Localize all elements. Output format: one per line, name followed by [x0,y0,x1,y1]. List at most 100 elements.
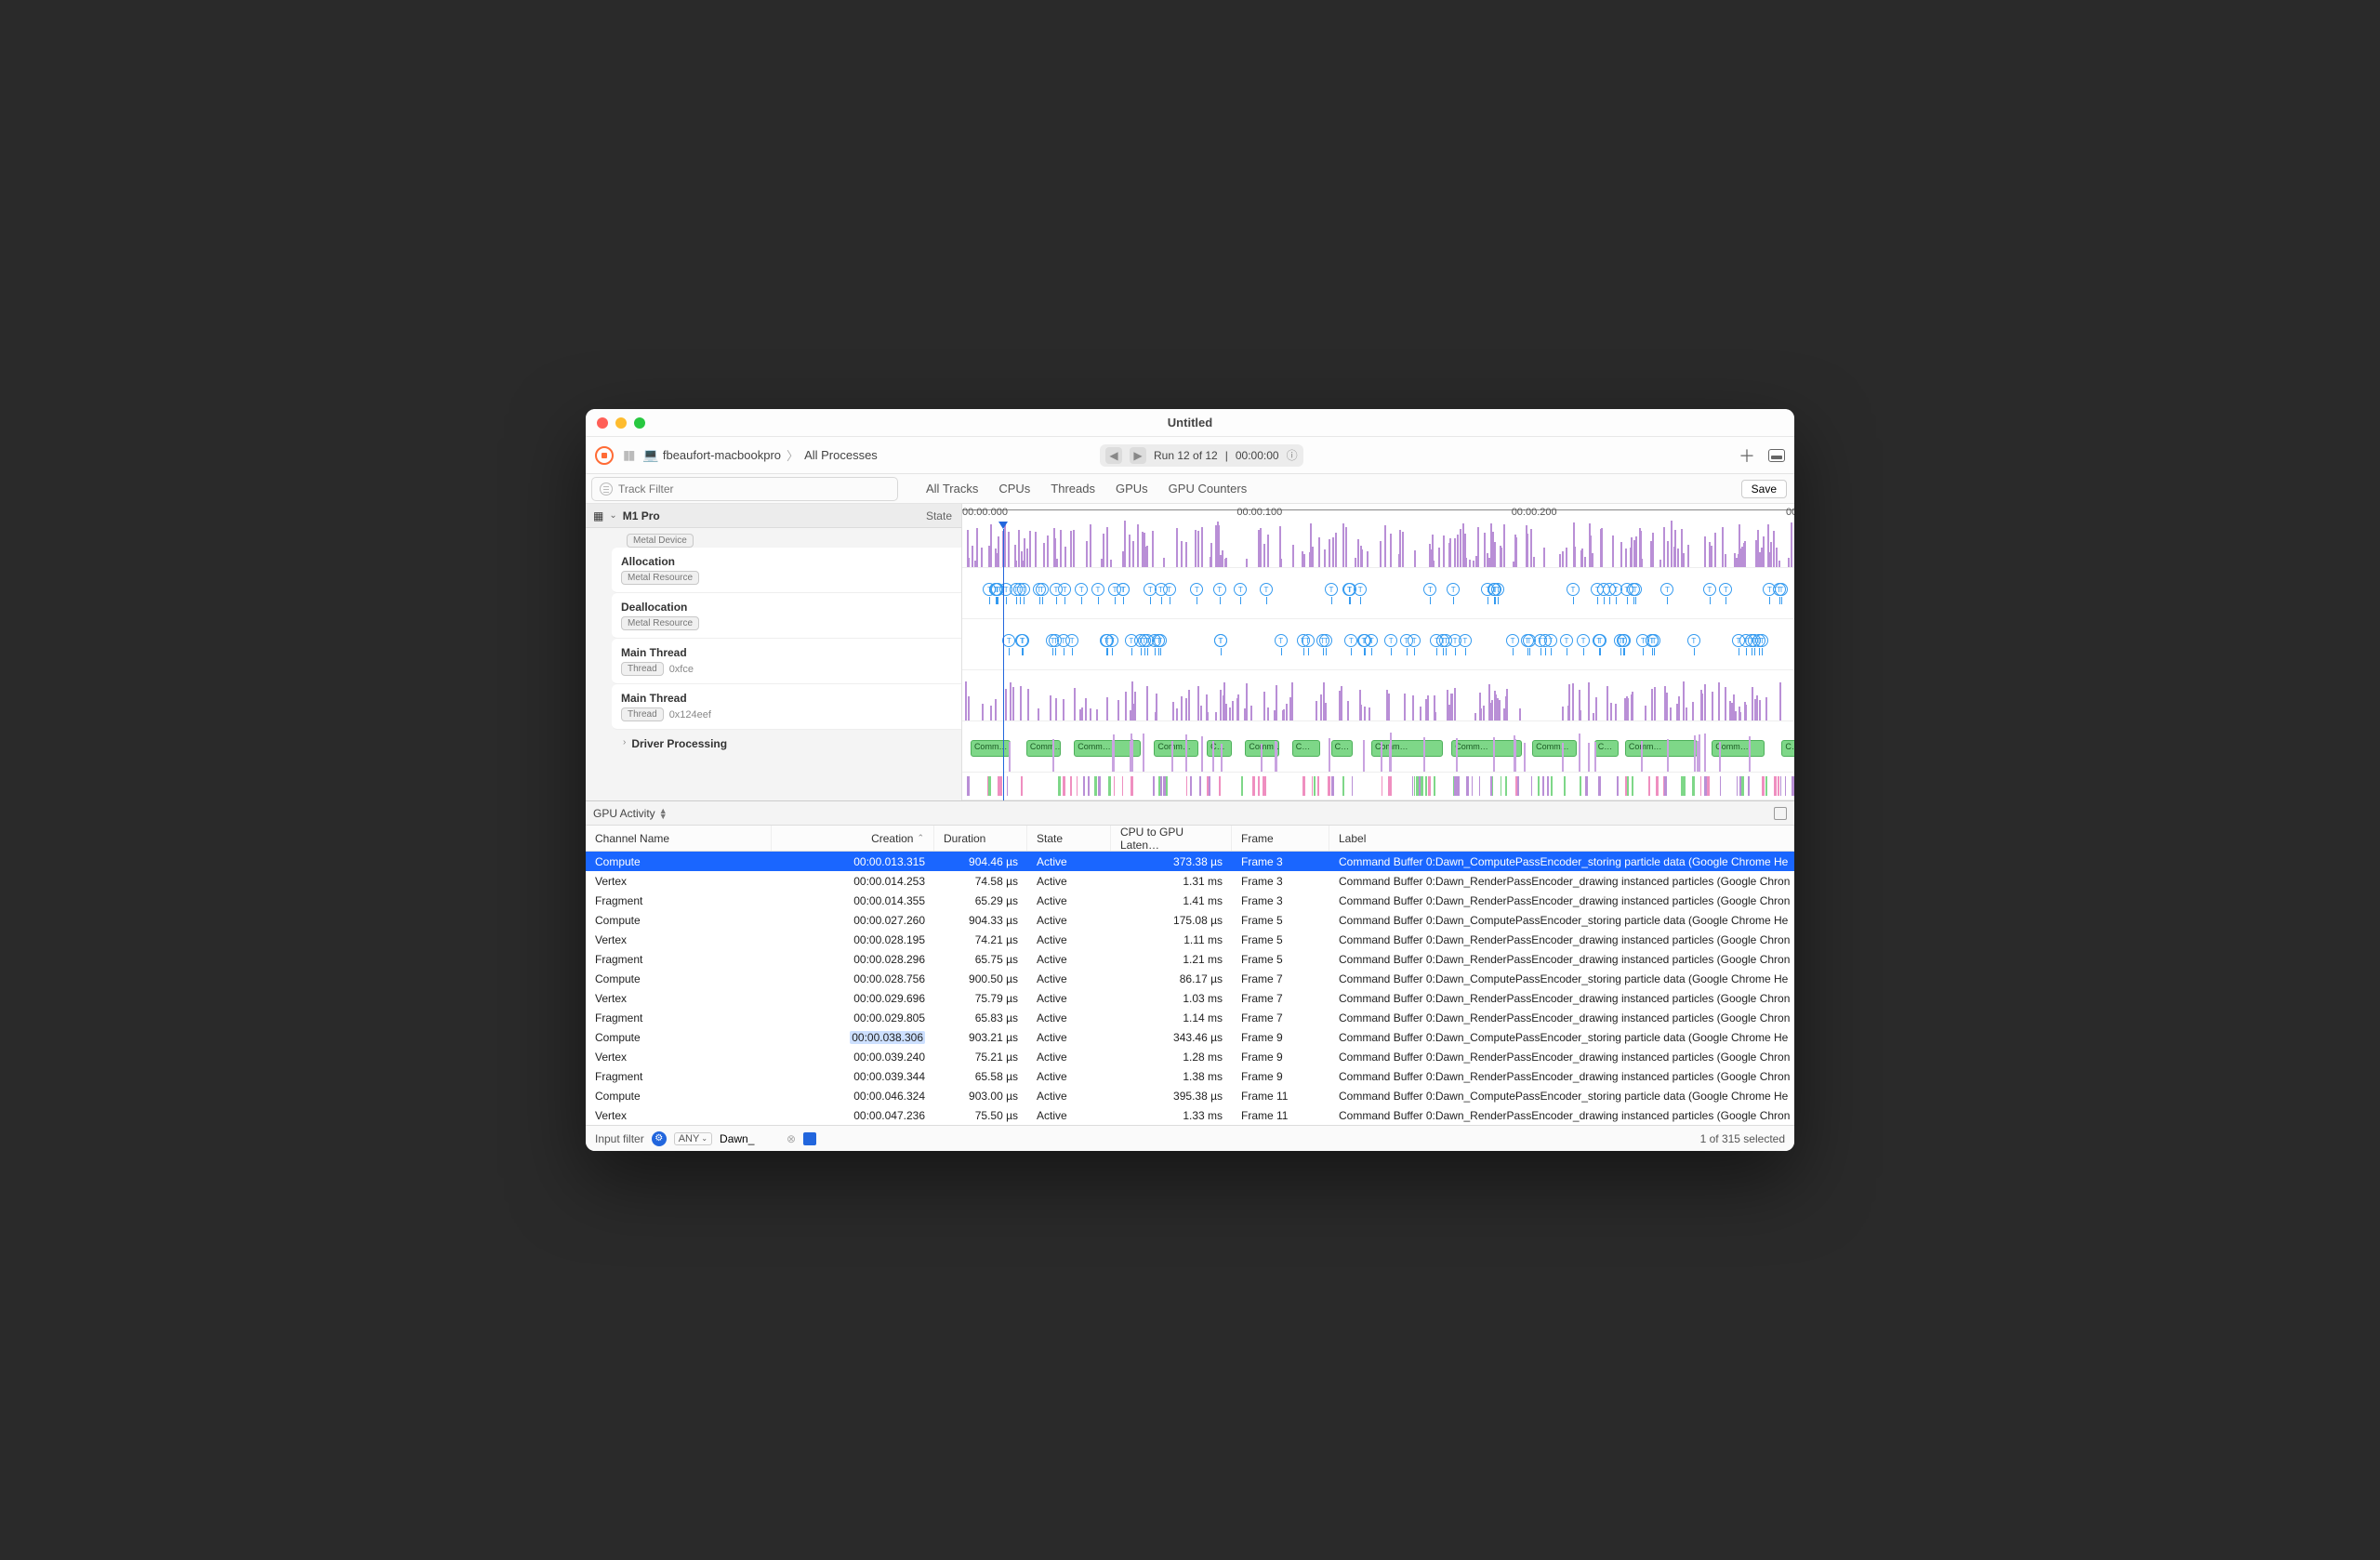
traffic-lights [597,417,645,429]
track-allocation[interactable]: TTTTTTTTTTTTTTTTTTTTTTTTTTTTTTTTTTTTTTTT… [962,568,1794,619]
row-badge: Thread [621,707,664,721]
row-badge: Metal Resource [621,571,699,585]
run-label: Run 12 of 12 [1154,449,1218,462]
filter-bar: All Tracks CPUs Threads GPUs GPU Counters Sa… [586,474,1794,504]
driver-label: Driver Processing [631,737,727,750]
titlebar: Untitled [586,409,1794,437]
chevron-down-icon: ⌄ [609,510,616,521]
tab-threads[interactable]: Threads [1051,482,1095,496]
filter-mode-any[interactable]: ANY ⌄ [674,1132,712,1145]
instruments-window: Untitled ▮▮ 💻 fbeaufort-macbookpro 〉 All… [586,409,1794,1151]
device-badge: Metal Device [627,534,694,548]
timeline[interactable]: 00:00.00000:00.10000:00.20000:00.300 TTT… [962,504,1794,800]
th-label[interactable]: Label [1329,826,1794,851]
table-row[interactable]: Fragment00:00.014.35565.29 µsActive1.41 … [586,891,1794,910]
track-thread-1[interactable] [962,670,1794,721]
th-frame[interactable]: Frame [1232,826,1329,851]
row-label: Allocation [621,555,952,568]
table-row[interactable]: Vertex00:00.029.69675.79 µsActive1.03 ms… [586,988,1794,1008]
toggle-panel-button[interactable] [1768,449,1785,462]
table-row[interactable]: Compute00:00.046.324903.00 µsActive395.3… [586,1086,1794,1105]
table-row[interactable]: Fragment00:00.029.80565.83 µsActive1.14 … [586,1008,1794,1027]
selection-status: 1 of 315 selected [1700,1132,1785,1145]
updown-icon: ▲▼ [659,808,668,819]
tab-all-tracks[interactable]: All Tracks [926,482,978,496]
tab-gpu-counters[interactable]: GPU Counters [1169,482,1248,496]
table-row[interactable]: Fragment00:00.028.29665.75 µsActive1.21 … [586,949,1794,969]
detail-selector-bar: GPU Activity ▲▼ [586,801,1794,826]
detail-dropdown-label: GPU Activity [593,807,655,820]
detail-dropdown[interactable]: GPU Activity ▲▼ [593,807,668,820]
table-header: Channel NameCreation⌃DurationStateCPU to… [586,826,1794,852]
info-icon[interactable]: ⓘ [1287,447,1298,463]
sidebar-device-header[interactable]: ▦ ⌄ M1 Pro State [586,504,961,528]
run-time: 00:00:00 [1236,449,1279,462]
record-button[interactable] [595,446,614,465]
sidebar: ▦ ⌄ M1 Pro State Metal Device Allocation… [586,504,962,800]
table-row[interactable]: Vertex00:00.014.25374.58 µsActive1.31 ms… [586,871,1794,891]
prev-run-button[interactable]: ◀ [1105,447,1122,464]
track-driver[interactable] [962,773,1794,800]
main-split: ▦ ⌄ M1 Pro State Metal Device Allocation… [586,504,1794,801]
row-label: Main Thread [621,646,952,659]
grid-icon: ▦ [593,509,603,522]
sidebar-row-main-thread[interactable]: Main Thread Thread 0x124eef [612,684,961,730]
filter-icon [600,483,613,496]
sidebar-row-main-thread[interactable]: Main Thread Thread 0xfce [612,639,961,684]
table-row[interactable]: Fragment00:00.039.34465.58 µsActive1.38 … [586,1066,1794,1086]
process-scope: All Processes [804,448,878,462]
tab-gpus[interactable]: GPUs [1116,482,1148,496]
device-name: M1 Pro [623,509,660,522]
table-row[interactable]: Vertex00:00.047.23675.50 µsActive1.33 ms… [586,1105,1794,1125]
next-run-button[interactable]: ▶ [1130,447,1146,464]
footer: Input filter ⚙ ANY ⌄ ⊗ 1 of 315 selected [586,1125,1794,1151]
sidebar-row-deallocation[interactable]: Deallocation Metal Resource [612,593,961,639]
state-column-label: State [926,509,952,522]
clear-filter-icon[interactable]: ⊗ [787,1132,796,1145]
row-sub: 0xfce [669,664,694,675]
sort-asc-icon: ⌃ [917,833,924,843]
track-state[interactable] [962,510,1794,568]
th-creation[interactable]: Creation⌃ [772,826,934,851]
add-instrument-button[interactable]: ＋ [1739,443,1755,468]
track-filter-input[interactable] [618,483,890,496]
row-sub: 0x124eef [669,709,711,721]
filter-chip-icon[interactable]: ⚙ [652,1131,667,1146]
maximize-icon[interactable] [634,417,645,429]
table-row[interactable]: Compute00:00.027.260904.33 µsActive175.0… [586,910,1794,930]
th-cpu-to-gpu-laten-[interactable]: CPU to GPU Laten… [1111,826,1232,851]
laptop-icon: 💻 [642,447,658,463]
window-title: Untitled [1168,416,1212,430]
table-row[interactable]: Compute00:00.013.315904.46 µsActive373.3… [586,852,1794,871]
inspector-toggle-button[interactable] [1774,807,1787,820]
minimize-icon[interactable] [615,417,627,429]
table-row[interactable]: Compute00:00.028.756900.50 µsActive86.17… [586,969,1794,988]
pause-button[interactable]: ▮▮ [623,447,633,463]
target-breadcrumb[interactable]: 💻 fbeaufort-macbookpro 〉 All Processes [642,446,877,464]
toolbar: ▮▮ 💻 fbeaufort-macbookpro 〉 All Processe… [586,437,1794,474]
track-deallocation[interactable]: TTTTTTTTTTTTTTTTTTTTTTTTTTTTTTTTTTTTTTTT… [962,619,1794,670]
input-filter-label: Input filter [595,1132,644,1145]
th-channel-name[interactable]: Channel Name [586,826,772,851]
th-state[interactable]: State [1027,826,1111,851]
filter-toggle-icon[interactable] [803,1132,816,1145]
time-ruler[interactable]: 00:00.00000:00.10000:00.20000:00.300 [962,504,1794,510]
th-duration[interactable]: Duration [934,826,1027,851]
close-icon[interactable] [597,417,608,429]
run-sep: | [1225,449,1228,462]
table-body: Compute00:00.013.315904.46 µsActive373.3… [586,852,1794,1125]
table-row[interactable]: Vertex00:00.039.24075.21 µsActive1.28 ms… [586,1047,1794,1066]
run-selector: ◀ ▶ Run 12 of 12 | 00:00:00 ⓘ [1100,444,1303,467]
table-row[interactable]: Vertex00:00.028.19574.21 µsActive1.11 ms… [586,930,1794,949]
tab-cpus[interactable]: CPUs [998,482,1030,496]
row-badge: Metal Resource [621,616,699,630]
input-filter-field[interactable] [720,1132,775,1145]
track-filter[interactable] [591,477,898,501]
table-row[interactable]: Compute00:00.038.306903.21 µsActive343.4… [586,1027,1794,1047]
row-badge: Thread [621,662,664,676]
track-thread-2[interactable]: Comm…Comm…Comm…Comm…C…Comm…C…C…Comm…Comm… [962,721,1794,773]
save-button[interactable]: Save [1741,480,1787,498]
sidebar-row-allocation[interactable]: Allocation Metal Resource [612,548,961,593]
host-name: fbeaufort-macbookpro [663,448,781,462]
sidebar-driver-row[interactable]: › Driver Processing [586,730,961,758]
